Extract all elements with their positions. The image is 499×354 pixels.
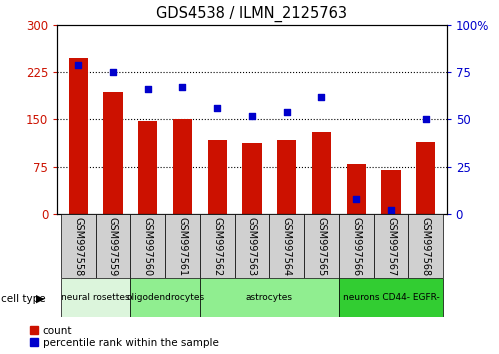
- Point: [248, 113, 256, 119]
- Bar: [235, 214, 269, 278]
- Text: neurons CD44- EGFR-: neurons CD44- EGFR-: [343, 293, 440, 302]
- Bar: [304, 214, 339, 278]
- Bar: [61, 278, 130, 317]
- Text: neural rosettes: neural rosettes: [61, 293, 130, 302]
- Bar: [381, 170, 401, 214]
- Text: GSM997559: GSM997559: [108, 217, 118, 276]
- Text: ▶: ▶: [36, 294, 44, 304]
- Bar: [61, 214, 96, 278]
- Point: [74, 62, 82, 67]
- Bar: [243, 143, 261, 214]
- Text: GSM997558: GSM997558: [73, 217, 83, 276]
- Point: [144, 86, 152, 92]
- Text: GSM997565: GSM997565: [316, 217, 326, 276]
- Bar: [200, 278, 339, 317]
- Text: GSM997564: GSM997564: [282, 217, 292, 276]
- Text: cell type: cell type: [1, 294, 45, 304]
- Bar: [103, 92, 123, 214]
- Text: GSM997563: GSM997563: [247, 217, 257, 276]
- Title: GDS4538 / ILMN_2125763: GDS4538 / ILMN_2125763: [157, 6, 347, 22]
- Point: [109, 69, 117, 75]
- Text: astrocytes: astrocytes: [246, 293, 293, 302]
- Bar: [173, 119, 192, 214]
- Bar: [408, 214, 443, 278]
- Bar: [339, 214, 374, 278]
- Bar: [165, 214, 200, 278]
- Text: GSM997568: GSM997568: [421, 217, 431, 276]
- Text: GSM997567: GSM997567: [386, 217, 396, 276]
- Point: [213, 105, 221, 111]
- Bar: [130, 214, 165, 278]
- Point: [283, 109, 291, 115]
- Text: GSM997560: GSM997560: [143, 217, 153, 276]
- Bar: [200, 214, 235, 278]
- Bar: [138, 121, 157, 214]
- Bar: [269, 214, 304, 278]
- Text: GSM997562: GSM997562: [212, 217, 222, 276]
- Text: GSM997561: GSM997561: [178, 217, 188, 276]
- Point: [179, 85, 187, 90]
- Point: [317, 94, 325, 99]
- Point: [387, 207, 395, 213]
- Bar: [312, 132, 331, 214]
- Bar: [96, 214, 130, 278]
- Bar: [339, 278, 443, 317]
- Legend: count, percentile rank within the sample: count, percentile rank within the sample: [30, 326, 219, 348]
- Bar: [208, 140, 227, 214]
- Point: [352, 196, 360, 202]
- Bar: [69, 58, 88, 214]
- Text: oligodendrocytes: oligodendrocytes: [126, 293, 204, 302]
- Bar: [277, 140, 296, 214]
- Bar: [130, 278, 200, 317]
- Text: GSM997566: GSM997566: [351, 217, 361, 276]
- Bar: [347, 164, 366, 214]
- Point: [422, 116, 430, 122]
- Bar: [374, 214, 408, 278]
- Bar: [416, 142, 435, 214]
